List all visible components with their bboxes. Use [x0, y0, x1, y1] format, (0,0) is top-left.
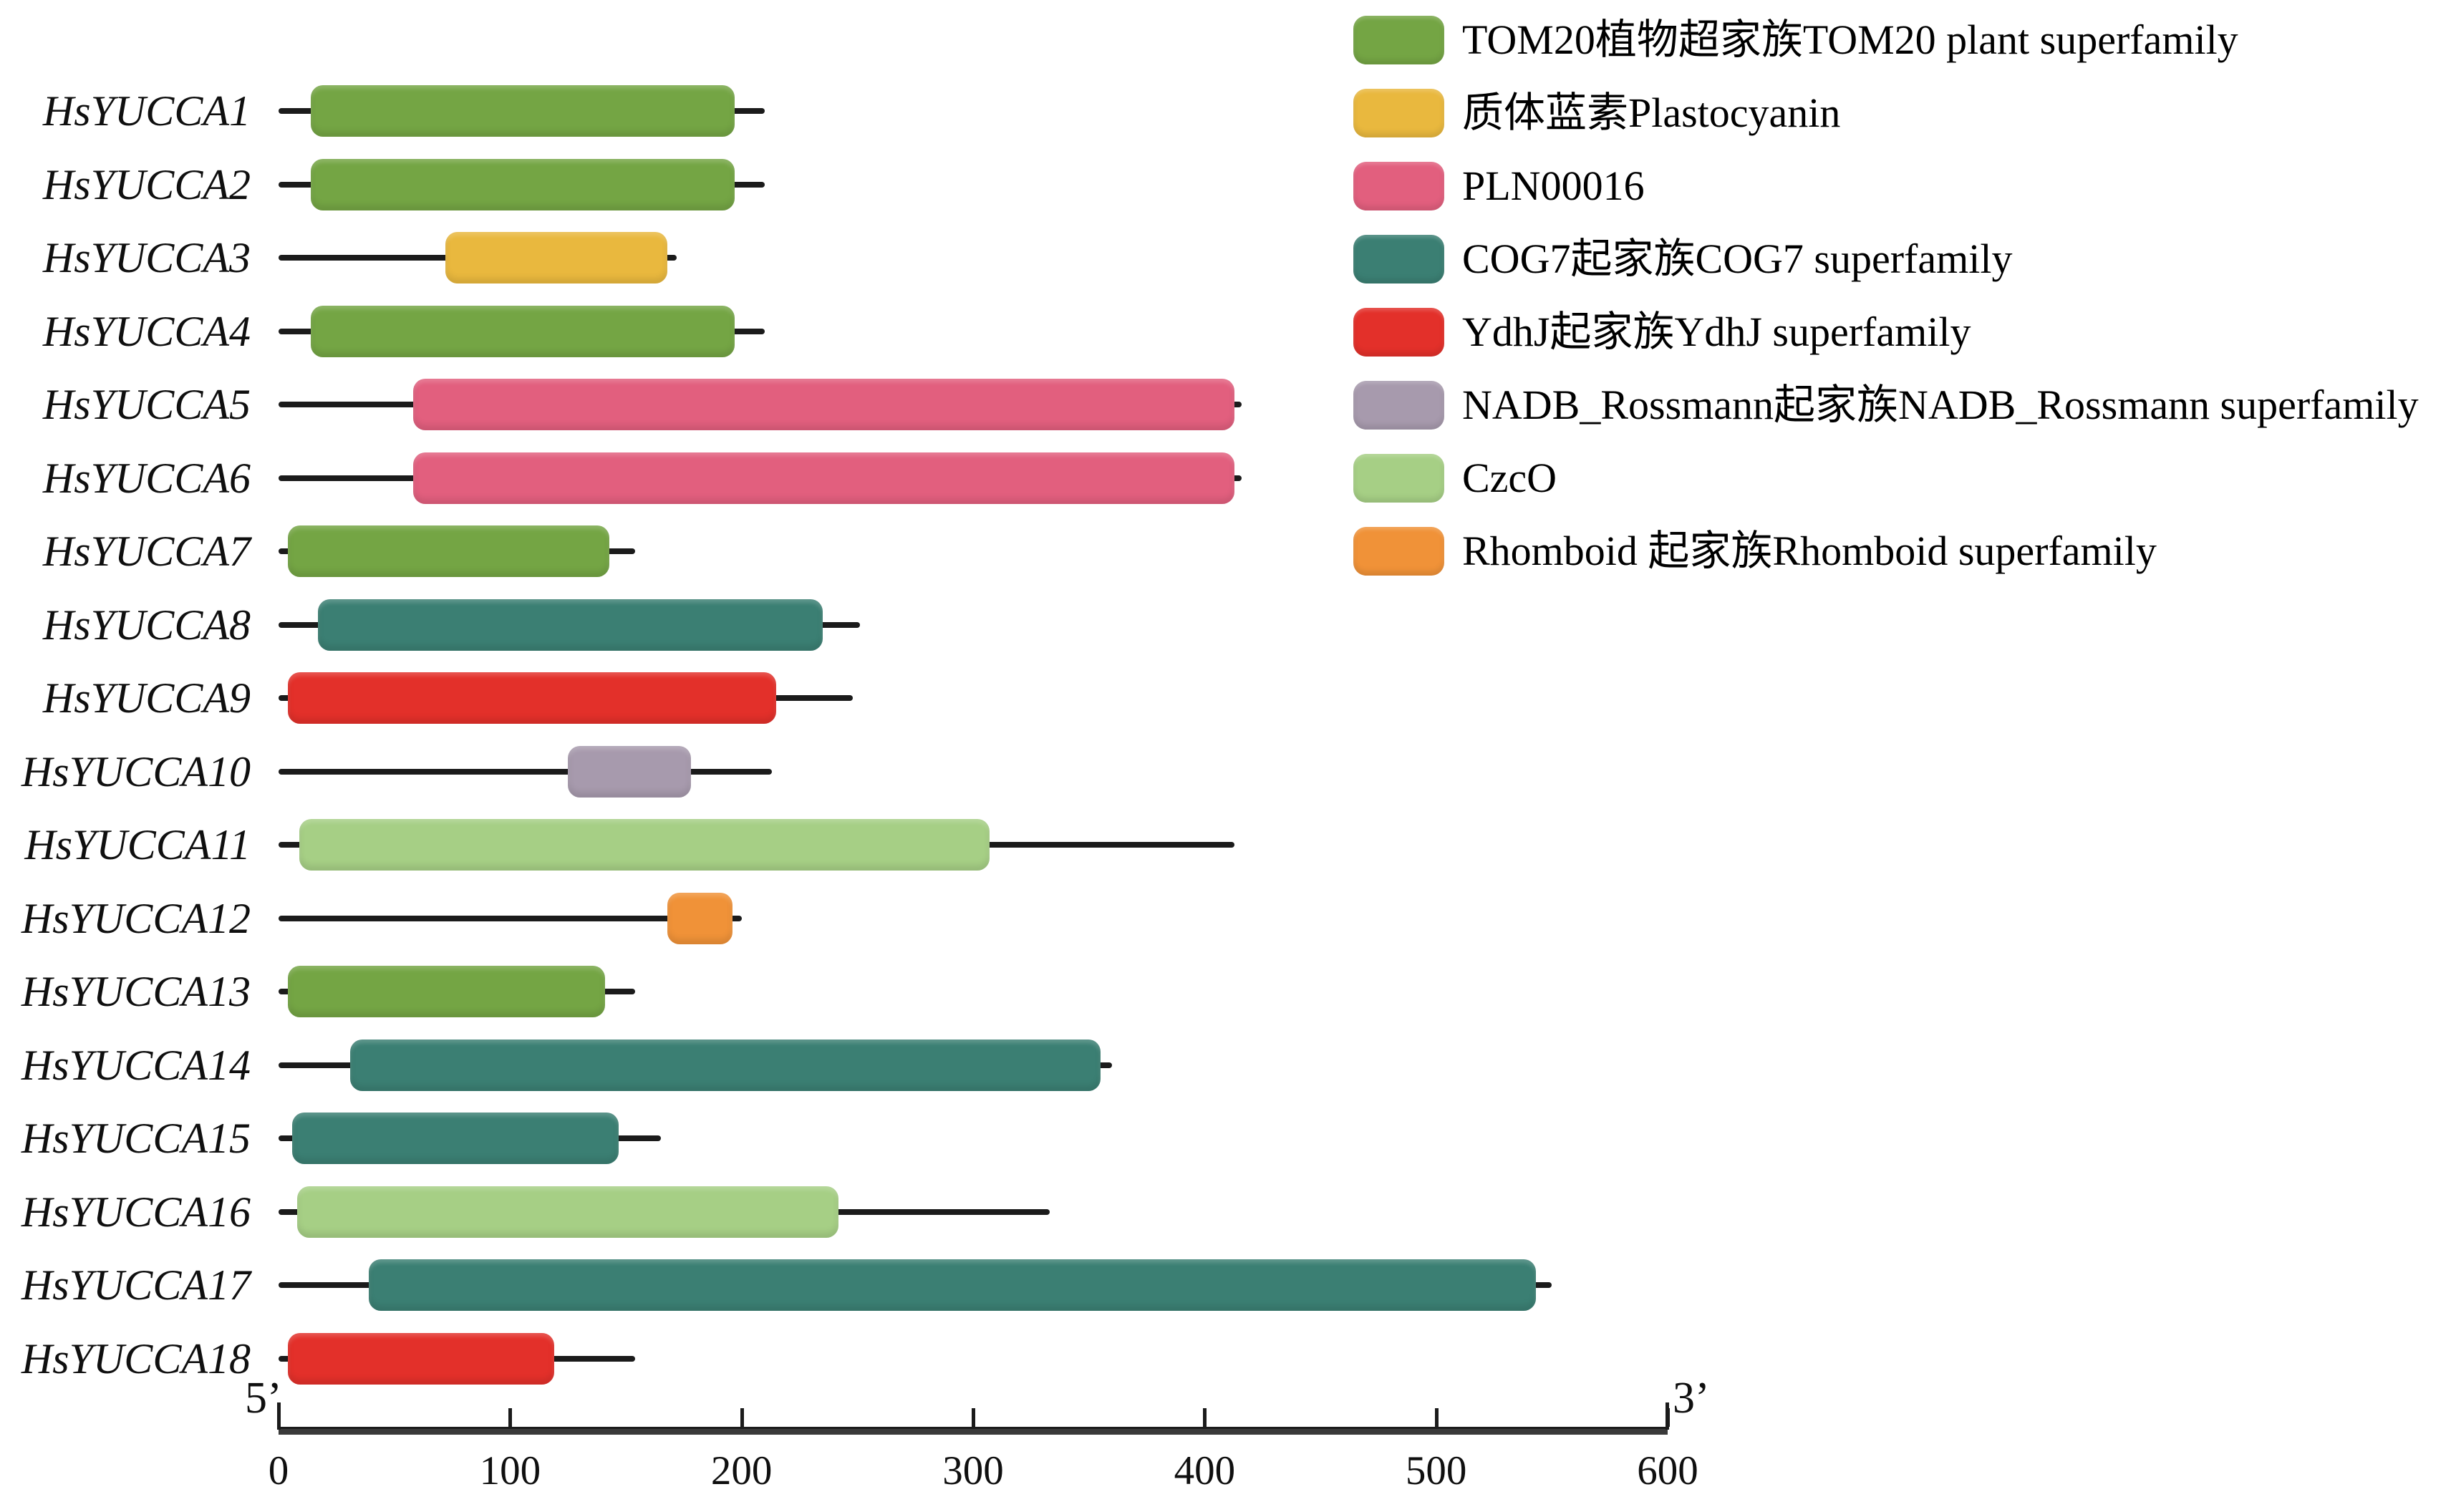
gene-label: HsYUCCA6	[42, 454, 251, 502]
domain-box	[667, 892, 733, 944]
x-axis-tick-label: 300	[942, 1448, 1004, 1493]
legend-label: TOM20植物超家族TOM20 plant superfamily	[1462, 16, 2238, 63]
gene-label: HsYUCCA18	[21, 1334, 251, 1382]
gene-label: HsYUCCA1	[42, 87, 251, 135]
gene-label: HsYUCCA10	[21, 747, 251, 795]
five-prime-label: 5’	[245, 1374, 282, 1423]
domain-box	[445, 232, 668, 284]
gene-label: HsYUCCA4	[42, 307, 251, 355]
x-axis-tick-label: 600	[1637, 1448, 1698, 1493]
legend-label: CzcO	[1462, 455, 1557, 501]
gene-label: HsYUCCA12	[21, 894, 251, 942]
gene-label: HsYUCCA16	[21, 1188, 251, 1236]
x-axis-tick-label: 500	[1405, 1448, 1467, 1493]
gene-label: HsYUCCA7	[42, 528, 251, 575]
legend-label: NADB_Rossmann起家族NADB_Rossmann superfamil…	[1462, 382, 2419, 428]
gene-label: HsYUCCA9	[42, 674, 251, 722]
legend-label: PLN00016	[1462, 163, 1645, 209]
legend-swatch	[1353, 235, 1444, 284]
x-axis-tick	[972, 1408, 975, 1427]
gene-line	[279, 768, 772, 775]
x-axis-tick-label: 200	[710, 1448, 773, 1493]
legend-swatch	[1353, 89, 1444, 137]
gene-label: HsYUCCA5	[42, 381, 251, 428]
domain-box	[287, 525, 610, 577]
three-prime-label: 3’	[1673, 1374, 1710, 1423]
domain-box	[299, 819, 990, 871]
legend-swatch	[1353, 527, 1444, 576]
legend-swatch	[1353, 308, 1444, 357]
legend-swatch	[1353, 16, 1444, 64]
domain-box	[287, 1332, 554, 1385]
gene-label: HsYUCCA2	[42, 160, 251, 208]
domain-box	[568, 745, 691, 798]
x-axis-tick	[740, 1408, 744, 1427]
domain-box	[412, 379, 1235, 430]
domain-box	[296, 1186, 839, 1238]
legend-swatch	[1353, 162, 1444, 210]
x-axis-tick	[508, 1408, 513, 1427]
legend-swatch	[1353, 381, 1444, 430]
gene-label: HsYUCCA15	[21, 1115, 251, 1162]
domain-box	[350, 1039, 1101, 1091]
domain-box	[292, 1113, 619, 1164]
gene-label: HsYUCCA17	[21, 1261, 251, 1309]
gene-label: HsYUCCA8	[42, 601, 251, 649]
domain-box	[369, 1259, 1536, 1311]
legend-label: 质体蓝素Plastocyanin	[1462, 89, 1841, 136]
x-axis-line	[279, 1427, 1668, 1435]
x-axis-tick	[1666, 1408, 1670, 1427]
domain-box	[317, 598, 823, 651]
x-axis-tick-label: 100	[479, 1448, 541, 1493]
legend-label: Rhomboid 起家族Rhomboid superfamily	[1462, 528, 2157, 574]
x-axis-tick	[1434, 1408, 1439, 1427]
gene-line	[279, 915, 742, 921]
domain-box	[412, 452, 1235, 504]
gene-label: HsYUCCA3	[42, 234, 251, 281]
legend-label: COG7起家族COG7 superfamily	[1462, 236, 2013, 282]
x-axis-tick-label: 0	[268, 1448, 289, 1493]
domain-box	[311, 158, 735, 210]
domain-box	[287, 672, 777, 724]
gene-label: HsYUCCA13	[21, 968, 251, 1015]
domain-box	[311, 305, 735, 357]
legend-swatch	[1353, 454, 1444, 503]
domain-box	[311, 85, 735, 137]
x-axis-tick	[277, 1408, 281, 1427]
gene-label: HsYUCCA11	[24, 821, 251, 868]
legend-label: YdhJ起家族YdhJ superfamily	[1462, 309, 1971, 355]
domain-box	[287, 966, 605, 1017]
gene-label: HsYUCCA14	[21, 1041, 251, 1089]
x-axis-tick-label: 400	[1174, 1448, 1236, 1493]
x-axis-tick	[1203, 1408, 1207, 1427]
